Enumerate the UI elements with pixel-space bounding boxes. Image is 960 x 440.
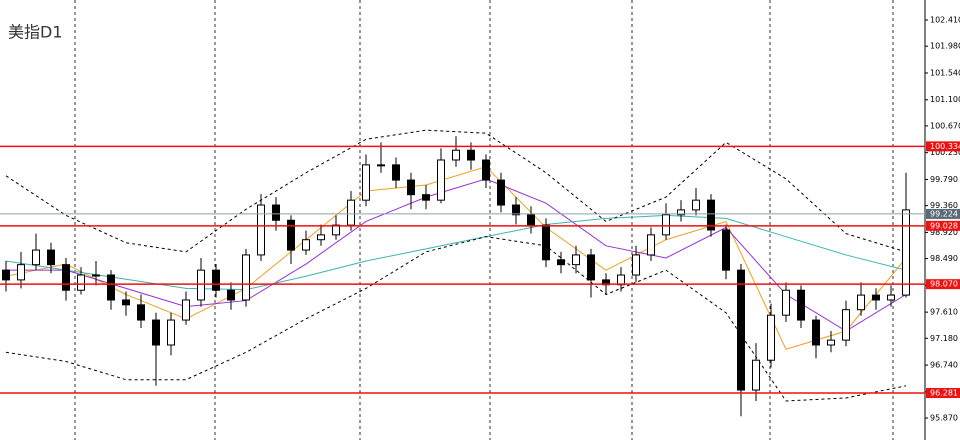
- y-tick-label: 102.410: [930, 16, 960, 25]
- y-tick-label: 101.540: [930, 68, 960, 77]
- candle-body: [737, 269, 745, 391]
- y-tick-label: 97.180: [930, 334, 958, 343]
- candle-body: [77, 274, 85, 291]
- chart-title: 美指D1: [8, 23, 63, 42]
- candle-body: [467, 149, 475, 161]
- candle-body: [227, 289, 235, 301]
- level-label: 99.028: [930, 221, 958, 230]
- candle-body: [452, 149, 460, 161]
- candle-body: [47, 249, 55, 266]
- y-tick-label: 98.920: [930, 228, 958, 237]
- candle-body: [152, 319, 160, 346]
- candle-body: [632, 254, 640, 276]
- candle-body: [797, 289, 805, 321]
- level-label: 98.070: [930, 280, 958, 289]
- level-box: [926, 279, 960, 290]
- level-box: [926, 141, 960, 152]
- candle-body: [587, 254, 595, 281]
- candle-body: [257, 204, 265, 256]
- candle-body: [707, 199, 715, 231]
- time-grid: [74, 0, 894, 440]
- y-tick-label: 99.790: [930, 175, 958, 184]
- current-price-label: 99.224: [930, 209, 958, 218]
- candle-body: [647, 234, 655, 256]
- candle-body: [122, 299, 130, 306]
- y-tick-label: 98.490: [930, 254, 958, 263]
- candle-body: [662, 214, 670, 236]
- candle-body: [137, 304, 145, 321]
- moving-average: [6, 178, 907, 332]
- candle-body: [212, 269, 220, 291]
- candle-body: [752, 359, 760, 391]
- candle-body: [392, 164, 400, 181]
- candle-body: [557, 259, 565, 266]
- candle-body: [167, 319, 175, 346]
- candle-body: [767, 314, 775, 361]
- candle-body: [242, 254, 250, 301]
- candle-body: [527, 214, 535, 226]
- candle-body: [272, 204, 280, 221]
- candle-body: [902, 209, 910, 296]
- candle-body: [692, 199, 700, 211]
- y-tick-label: 100.670: [930, 121, 960, 130]
- candle-body: [182, 299, 190, 321]
- y-tick-label: 95.870: [930, 414, 958, 423]
- bollinger-band: [5, 129, 907, 253]
- y-tick-label: 101.980: [930, 42, 960, 51]
- candle-body: [887, 294, 895, 301]
- candle-body: [842, 309, 850, 341]
- candle-body: [812, 319, 820, 346]
- candle-body: [317, 234, 325, 241]
- candle-body: [62, 264, 70, 291]
- candle-body: [197, 269, 205, 301]
- candle-body: [302, 239, 310, 251]
- candle-body: [362, 164, 370, 201]
- moving-average: [5, 166, 907, 350]
- level-box: [926, 388, 960, 399]
- candle-body: [572, 254, 580, 266]
- candle-body: [827, 339, 835, 346]
- candle-body: [617, 274, 625, 286]
- candle-body: [107, 274, 115, 301]
- candle-body: [32, 249, 40, 266]
- y-tick-label: 100.230: [930, 148, 960, 157]
- candle-body: [677, 209, 685, 216]
- y-tick-label: 96.740: [930, 361, 958, 370]
- candle-body: [377, 164, 385, 167]
- current-price-box: [926, 208, 960, 219]
- candle-body: [347, 199, 355, 226]
- candle-body: [722, 229, 730, 271]
- candle-body: [542, 224, 550, 261]
- candle-body: [482, 159, 490, 181]
- level-label: 100.334: [930, 142, 960, 151]
- candle-body: [782, 289, 790, 316]
- level-box: [926, 220, 960, 231]
- candle-body: [287, 219, 295, 251]
- y-tick-label: 97.610: [930, 308, 958, 317]
- candle-body: [512, 204, 520, 216]
- y-tick-label: 101.100: [930, 95, 960, 104]
- candle-body: [92, 274, 100, 277]
- candle-body: [497, 179, 505, 206]
- y-tick-label: 99.360: [930, 201, 958, 210]
- level-label: 96.281: [930, 389, 958, 398]
- candle-body: [857, 294, 865, 311]
- candle-body: [407, 179, 415, 196]
- candle-body: [2, 269, 10, 281]
- candle-body: [872, 294, 880, 301]
- candle-body: [17, 264, 25, 281]
- candle-body: [437, 159, 445, 201]
- candle-body: [422, 194, 430, 201]
